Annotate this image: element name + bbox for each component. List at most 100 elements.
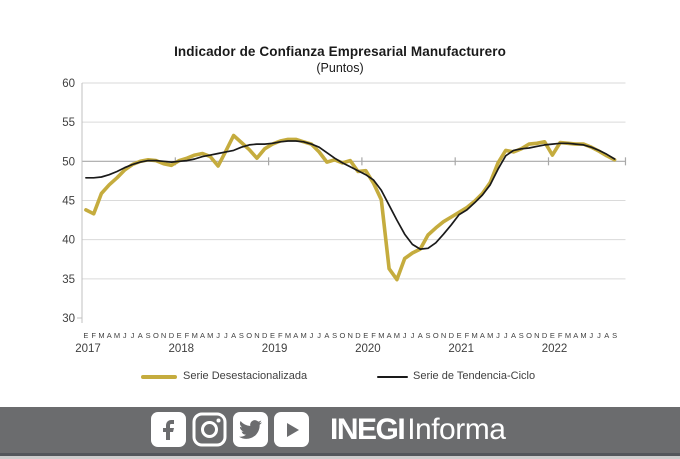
- svg-text:J: J: [216, 331, 220, 340]
- svg-text:M: M: [580, 331, 586, 340]
- svg-text:A: A: [107, 331, 112, 340]
- svg-text:M: M: [472, 331, 478, 340]
- svg-text:S: S: [239, 331, 244, 340]
- svg-text:60: 60: [62, 78, 75, 90]
- svg-text:F: F: [558, 331, 563, 340]
- svg-text:30: 30: [62, 313, 75, 325]
- svg-text:F: F: [91, 331, 96, 340]
- svg-text:J: J: [309, 331, 313, 340]
- svg-text:E: E: [363, 331, 368, 340]
- legend-swatch-tendencia-ciclo: [377, 376, 408, 378]
- svg-text:S: S: [425, 331, 430, 340]
- svg-text:2017: 2017: [75, 343, 101, 355]
- svg-text:M: M: [300, 331, 306, 340]
- svg-text:O: O: [526, 331, 532, 340]
- chart-subtitle: (Puntos): [316, 61, 364, 75]
- svg-text:2022: 2022: [542, 343, 568, 355]
- legend-swatch-desestacionalizada: [141, 375, 177, 379]
- svg-text:F: F: [465, 331, 470, 340]
- svg-text:O: O: [340, 331, 346, 340]
- svg-text:N: N: [161, 331, 166, 340]
- svg-text:50: 50: [62, 156, 75, 168]
- svg-text:E: E: [177, 331, 182, 340]
- brand-inegi: INEGI: [330, 413, 406, 446]
- svg-text:40: 40: [62, 235, 75, 247]
- svg-text:D: D: [262, 331, 268, 340]
- svg-text:45: 45: [62, 196, 75, 208]
- instagram-icon[interactable]: [192, 412, 227, 447]
- svg-text:N: N: [534, 331, 539, 340]
- svg-text:A: A: [387, 331, 392, 340]
- x-axis-year-labels: 2017 2018 2019 2020 2021 2022: [75, 343, 567, 355]
- svg-text:O: O: [433, 331, 439, 340]
- play-icon: [287, 422, 299, 437]
- gridlines: [82, 82, 626, 280]
- svg-text:J: J: [589, 331, 593, 340]
- series-line-tendencia-ciclo: [85, 140, 616, 250]
- svg-text:M: M: [565, 331, 571, 340]
- svg-text:A: A: [604, 331, 609, 340]
- svg-text:S: S: [146, 331, 151, 340]
- svg-text:N: N: [441, 331, 446, 340]
- svg-text:O: O: [246, 331, 252, 340]
- svg-text:J: J: [317, 331, 321, 340]
- svg-text:M: M: [487, 331, 493, 340]
- svg-text:N: N: [348, 331, 353, 340]
- svg-text:A: A: [293, 331, 298, 340]
- legend-label-tendencia-ciclo: Serie de Tendencia-Ciclo: [413, 370, 536, 382]
- youtube-icon[interactable]: [274, 412, 309, 447]
- facebook-icon[interactable]: [151, 412, 186, 447]
- svg-text:E: E: [550, 331, 555, 340]
- svg-text:55: 55: [62, 117, 75, 129]
- svg-text:N: N: [254, 331, 259, 340]
- svg-text:A: A: [138, 331, 143, 340]
- svg-text:J: J: [224, 331, 228, 340]
- svg-text:E: E: [270, 331, 275, 340]
- svg-text:J: J: [411, 331, 415, 340]
- svg-text:E: E: [457, 331, 462, 340]
- svg-text:S: S: [612, 331, 617, 340]
- svg-text:S: S: [519, 331, 524, 340]
- svg-text:M: M: [192, 331, 198, 340]
- svg-text:A: A: [573, 331, 578, 340]
- svg-text:2018: 2018: [169, 343, 195, 355]
- svg-text:2021: 2021: [448, 343, 474, 355]
- svg-text:D: D: [542, 331, 548, 340]
- y-axis-labels: 30 35 40 45 50 55 60: [62, 78, 75, 325]
- svg-text:S: S: [332, 331, 337, 340]
- footer-accent-line: [0, 453, 680, 456]
- svg-text:M: M: [98, 331, 104, 340]
- svg-text:F: F: [371, 331, 376, 340]
- svg-text:M: M: [285, 331, 291, 340]
- svg-text:A: A: [511, 331, 516, 340]
- series-line-desestacionalizada: [84, 133, 617, 282]
- legend-label-desestacionalizada: Serie Desestacionalizada: [183, 370, 308, 382]
- svg-text:M: M: [114, 331, 120, 340]
- chart-title: Indicador de Confianza Empresarial Manuf…: [174, 44, 506, 59]
- y-axis: [77, 83, 627, 323]
- twitter-icon[interactable]: [233, 412, 268, 447]
- svg-text:M: M: [378, 331, 384, 340]
- svg-text:J: J: [504, 331, 508, 340]
- svg-text:D: D: [449, 331, 455, 340]
- svg-text:O: O: [153, 331, 159, 340]
- svg-text:J: J: [597, 331, 601, 340]
- svg-text:M: M: [394, 331, 400, 340]
- svg-text:J: J: [123, 331, 127, 340]
- svg-text:F: F: [185, 331, 190, 340]
- svg-text:J: J: [403, 331, 407, 340]
- svg-text:35: 35: [62, 274, 75, 286]
- svg-text:A: A: [418, 331, 423, 340]
- svg-text:2020: 2020: [355, 343, 381, 355]
- svg-text:2019: 2019: [262, 343, 288, 355]
- svg-text:J: J: [496, 331, 500, 340]
- svg-text:A: A: [480, 331, 485, 340]
- svg-text:A: A: [231, 331, 236, 340]
- svg-text:M: M: [207, 331, 213, 340]
- svg-text:D: D: [169, 331, 175, 340]
- svg-text:A: A: [200, 331, 205, 340]
- svg-text:E: E: [83, 331, 88, 340]
